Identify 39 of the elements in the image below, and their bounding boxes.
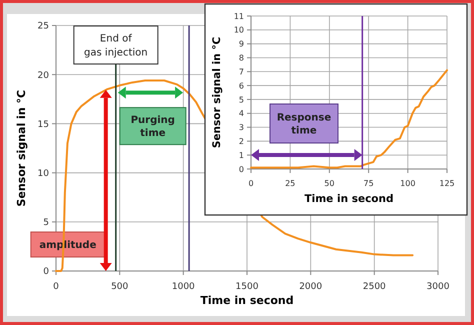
x-tick-label: 50 [324, 179, 334, 188]
y-tick-label: 8 [238, 54, 244, 63]
x-tick-label: 75 [364, 179, 374, 188]
ref-line-label: End of gas injection [84, 34, 148, 58]
x-tick-label: 2500 [362, 282, 386, 292]
annotation: Response time [276, 112, 332, 136]
y-tick-label: 11 [234, 12, 244, 21]
y-tick-label: 5 [43, 218, 49, 228]
annotation: Purging time [130, 115, 175, 140]
x-axis-title: Time in second [200, 294, 294, 307]
y-axis-title: Sensor signal in °C [211, 36, 223, 148]
y-tick-label: 7 [238, 67, 244, 76]
y-tick-label: 2 [238, 136, 244, 146]
x-tick-label: 1500 [236, 282, 259, 292]
y-tick-label: 25 [38, 22, 49, 32]
y-tick-label: 0 [43, 267, 50, 278]
x-axis-title: Time in second [304, 193, 394, 205]
y-tick-label: 5 [238, 95, 244, 104]
x-tick-label: 3000 [426, 282, 450, 292]
x-tick-label: 125 [439, 179, 455, 188]
x-tick-label: 100 [400, 179, 416, 188]
y-tick-label: 4 [238, 109, 244, 118]
y-tick-label: 9 [238, 40, 244, 49]
annotation: amplitude [39, 240, 97, 251]
x-tick-label: 0 [248, 179, 254, 188]
y-tick-label: 20 [38, 70, 50, 81]
y-tick-label: 0 [238, 164, 244, 174]
y-tick-label: 6 [238, 81, 244, 90]
y-tick-label: 1 [238, 150, 244, 160]
y-tick-label: 3 [238, 123, 244, 132]
y-tick-label: 15 [38, 120, 49, 130]
y-tick-label: 10 [234, 26, 244, 35]
x-tick-label: 2000 [299, 282, 322, 292]
x-tick-label: 25 [285, 179, 296, 188]
y-tick-label: 10 [38, 168, 50, 179]
x-tick-label: 500 [111, 282, 129, 292]
y-axis-title: Sensor signal in °C [15, 90, 28, 207]
x-tick-label: 0 [53, 282, 60, 292]
x-tick-label: 1000 [172, 282, 196, 292]
